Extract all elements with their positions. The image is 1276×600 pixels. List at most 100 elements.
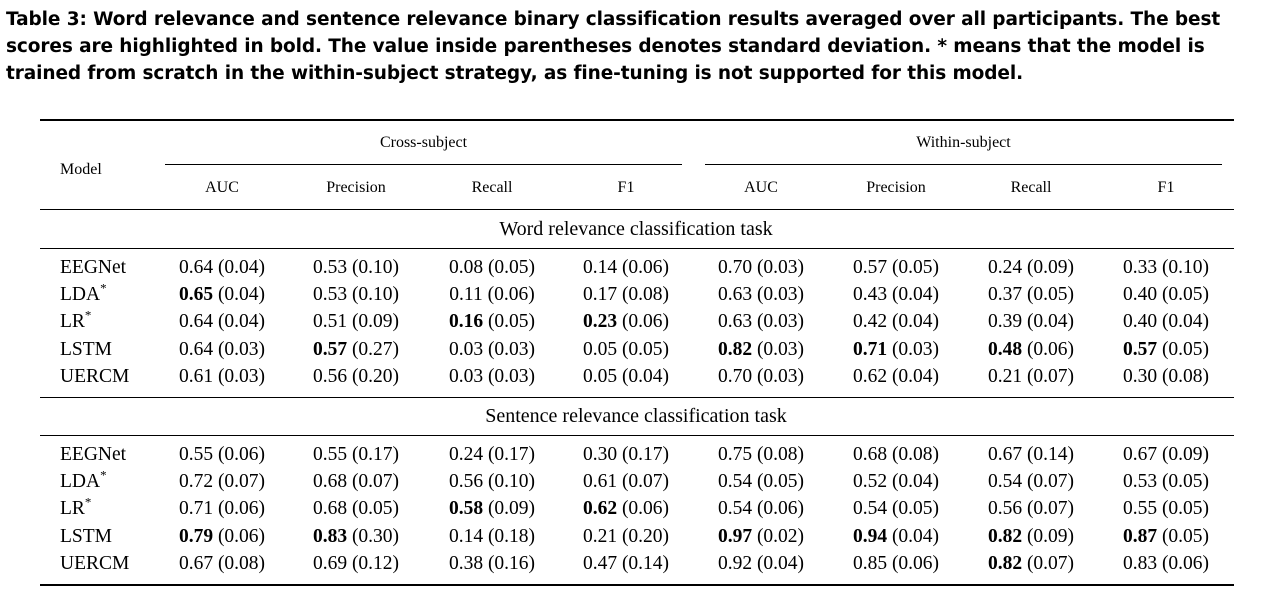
score-cell: 0.63 (0.03) [696, 282, 826, 308]
score-cell: 0.23 (0.06) [561, 309, 691, 335]
score-std: (0.03) [756, 339, 805, 360]
header-bottom-rule [40, 209, 1234, 210]
model-name: EEGNet [60, 442, 126, 468]
score-cell: 0.72 (0.07) [157, 469, 287, 495]
score-std: (0.08) [217, 553, 266, 574]
score-value: 0.87 [1122, 526, 1158, 547]
score-std: (0.05) [756, 471, 805, 492]
score-value: 0.42 [852, 311, 888, 332]
score-cell: 0.92 (0.04) [696, 551, 826, 577]
score-cell: 0.62 (0.04) [831, 364, 961, 390]
score-value: 0.56 [987, 498, 1023, 519]
score-value: 0.57 [1122, 339, 1158, 360]
score-value: 0.75 [717, 444, 753, 465]
score-value: 0.57 [312, 339, 348, 360]
score-value: 0.62 [582, 498, 618, 519]
score-value: 0.17 [582, 284, 618, 305]
score-std: (0.05) [1161, 471, 1210, 492]
score-std: (0.05) [487, 311, 536, 332]
score-cell: 0.67 (0.14) [966, 442, 1096, 468]
score-cell: 0.21 (0.07) [966, 364, 1096, 390]
score-value: 0.14 [448, 526, 484, 547]
score-value: 0.52 [852, 471, 888, 492]
score-value: 0.85 [852, 553, 888, 574]
score-value: 0.83 [1122, 553, 1158, 574]
score-cell: 0.82 (0.09) [966, 524, 1096, 550]
score-std: (0.09) [1026, 257, 1075, 278]
score-value: 0.67 [178, 553, 214, 574]
model-label: EEGNet [60, 444, 127, 465]
score-std: (0.04) [621, 366, 670, 387]
score-cell: 0.21 (0.20) [561, 524, 691, 550]
score-std: (0.10) [487, 471, 536, 492]
score-value: 0.53 [1122, 471, 1158, 492]
score-cell: 0.67 (0.08) [157, 551, 287, 577]
score-cell: 0.65 (0.04) [157, 282, 287, 308]
section-rule-sentence [40, 435, 1234, 436]
score-value: 0.68 [852, 444, 888, 465]
score-value: 0.69 [312, 553, 348, 574]
metric-header-within-auc: AUC [744, 179, 778, 196]
score-std: (0.06) [217, 526, 266, 547]
score-cell: 0.24 (0.09) [966, 255, 1096, 281]
score-value: 0.58 [448, 498, 484, 519]
score-value: 0.54 [717, 471, 753, 492]
score-cell: 0.55 (0.05) [1101, 496, 1231, 522]
score-std: (0.03) [756, 311, 805, 332]
score-value: 0.70 [717, 366, 753, 387]
score-cell: 0.54 (0.05) [696, 469, 826, 495]
score-value: 0.11 [449, 284, 483, 305]
score-cell: 0.70 (0.03) [696, 364, 826, 390]
score-value: 0.79 [178, 526, 214, 547]
score-value: 0.08 [448, 257, 484, 278]
metric-header-cross-auc: AUC [205, 179, 239, 196]
cross-subject-underline [165, 164, 682, 165]
score-cell: 0.64 (0.03) [157, 337, 287, 363]
score-std: (0.06) [621, 257, 670, 278]
score-std: (0.06) [756, 498, 805, 519]
score-std: (0.05) [1161, 498, 1210, 519]
metric-header-within-f1: F1 [1157, 179, 1175, 196]
score-cell: 0.69 (0.12) [291, 551, 421, 577]
model-name: LR* [60, 496, 91, 522]
score-std: (0.04) [1161, 311, 1210, 332]
score-std: (0.09) [487, 498, 536, 519]
score-value: 0.83 [312, 526, 348, 547]
score-value: 0.64 [178, 311, 214, 332]
score-std: (0.17) [351, 444, 400, 465]
score-value: 0.55 [312, 444, 348, 465]
score-value: 0.24 [987, 257, 1023, 278]
score-value: 0.40 [1122, 284, 1158, 305]
score-std: (0.05) [487, 257, 536, 278]
score-std: (0.06) [217, 498, 266, 519]
score-value: 0.64 [178, 339, 214, 360]
score-cell: 0.03 (0.03) [427, 337, 557, 363]
score-value: 0.61 [178, 366, 214, 387]
score-value: 0.82 [717, 339, 753, 360]
score-std: (0.07) [1026, 366, 1075, 387]
model-label: LDA [60, 284, 101, 305]
score-std: (0.09) [1161, 444, 1210, 465]
score-std: (0.12) [351, 553, 400, 574]
table-top-rule [40, 119, 1234, 121]
score-std: (0.06) [1026, 339, 1075, 360]
score-value: 0.39 [987, 311, 1023, 332]
model-name: UERCM [60, 364, 129, 390]
score-cell: 0.03 (0.03) [427, 364, 557, 390]
score-cell: 0.30 (0.17) [561, 442, 691, 468]
score-cell: 0.64 (0.04) [157, 255, 287, 281]
score-cell: 0.82 (0.03) [696, 337, 826, 363]
score-std: (0.04) [891, 311, 940, 332]
score-value: 0.57 [852, 257, 888, 278]
model-name: LSTM [60, 337, 112, 363]
score-cell: 0.55 (0.17) [291, 442, 421, 468]
metric-header-cross-recall: Recall [471, 179, 513, 196]
score-std: (0.07) [217, 471, 266, 492]
score-cell: 0.68 (0.07) [291, 469, 421, 495]
score-std: (0.10) [351, 284, 400, 305]
score-std: (0.06) [621, 311, 670, 332]
score-cell: 0.51 (0.09) [291, 309, 421, 335]
score-value: 0.47 [582, 553, 618, 574]
score-value: 0.55 [178, 444, 214, 465]
score-cell: 0.38 (0.16) [427, 551, 557, 577]
